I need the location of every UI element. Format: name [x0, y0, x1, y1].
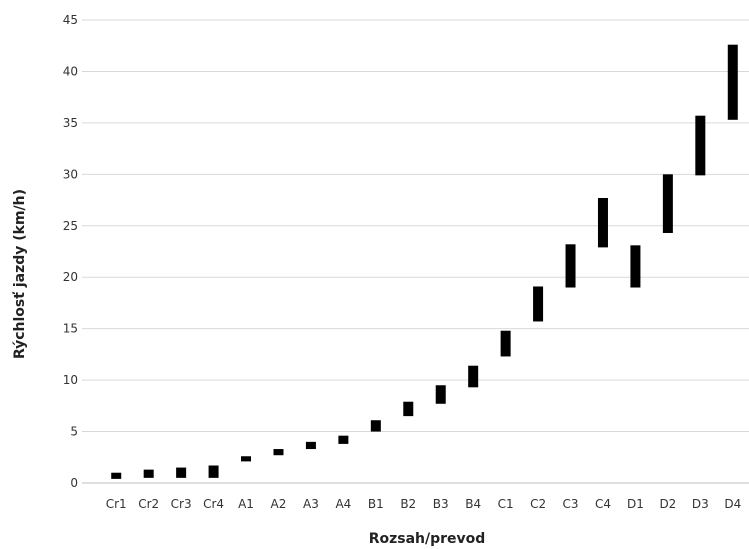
y-tick-label: 0: [70, 476, 78, 490]
range-bar: [338, 435, 349, 444]
range-bars: [111, 44, 738, 479]
range-bar: [695, 115, 706, 176]
range-bar: [565, 244, 576, 288]
range-bar: [533, 286, 544, 322]
x-axis-ticks: Cr1 Cr2 Cr3 Cr4 A1 A2 A3 A4 B1 B2 B3 B4 C1 C2 C3 C4 D1 D2…: [106, 497, 741, 511]
x-tick-label: Cr3: [171, 497, 192, 511]
range-bar: [208, 465, 219, 478]
x-tick-label: Cr1: [106, 497, 127, 511]
x-tick-label: Cr4: [203, 497, 224, 511]
x-tick-label: D4: [724, 497, 741, 511]
y-tick-label: 35: [63, 116, 78, 130]
x-tick-label: C2: [530, 497, 546, 511]
x-tick-label: B4: [465, 497, 481, 511]
range-bar: [597, 197, 608, 248]
x-tick-label: C3: [563, 497, 579, 511]
range-bar: [305, 441, 316, 450]
y-tick-label: 40: [63, 64, 78, 78]
y-tick-label: 20: [63, 270, 78, 284]
y-tick-label: 10: [63, 373, 78, 387]
range-bar: [403, 401, 414, 417]
x-tick-label: D2: [659, 497, 676, 511]
range-bar: [176, 467, 187, 478]
x-tick-label: Cr2: [138, 497, 159, 511]
x-tick-label: B1: [368, 497, 384, 511]
range-bar: [727, 44, 738, 120]
y-tick-label: 25: [63, 219, 78, 233]
range-bar: [273, 449, 284, 456]
x-axis-title: Rozsah/prevod: [369, 531, 486, 547]
x-tick-label: B3: [433, 497, 449, 511]
range-bar: [630, 245, 641, 288]
x-tick-label: A1: [238, 497, 254, 511]
range-bar: [370, 420, 381, 432]
y-axis-ticks: 0 5 10 15 20 25 30 35 40 45: [63, 13, 78, 490]
y-tick-label: 30: [63, 167, 78, 181]
y-tick-label: 45: [63, 13, 78, 27]
x-tick-label: B2: [400, 497, 416, 511]
range-bar: [468, 365, 479, 388]
range-bar: [143, 469, 154, 478]
range-bar: [662, 174, 673, 233]
x-tick-label: C1: [498, 497, 514, 511]
range-bar: [111, 472, 122, 479]
range-bar: [435, 385, 446, 404]
y-axis-title: Rýchlosť jazdy (km/h): [12, 189, 28, 359]
y-tick-label: 5: [70, 425, 78, 439]
x-tick-label: C4: [595, 497, 611, 511]
x-tick-label: A4: [335, 497, 351, 511]
x-tick-label: D3: [692, 497, 709, 511]
range-bar: [500, 330, 511, 357]
x-tick-label: D1: [627, 497, 644, 511]
x-tick-label: A2: [271, 497, 287, 511]
range-bar: [241, 456, 252, 462]
gridlines: [82, 19, 749, 484]
y-tick-label: 15: [63, 322, 78, 336]
x-tick-label: A3: [303, 497, 319, 511]
